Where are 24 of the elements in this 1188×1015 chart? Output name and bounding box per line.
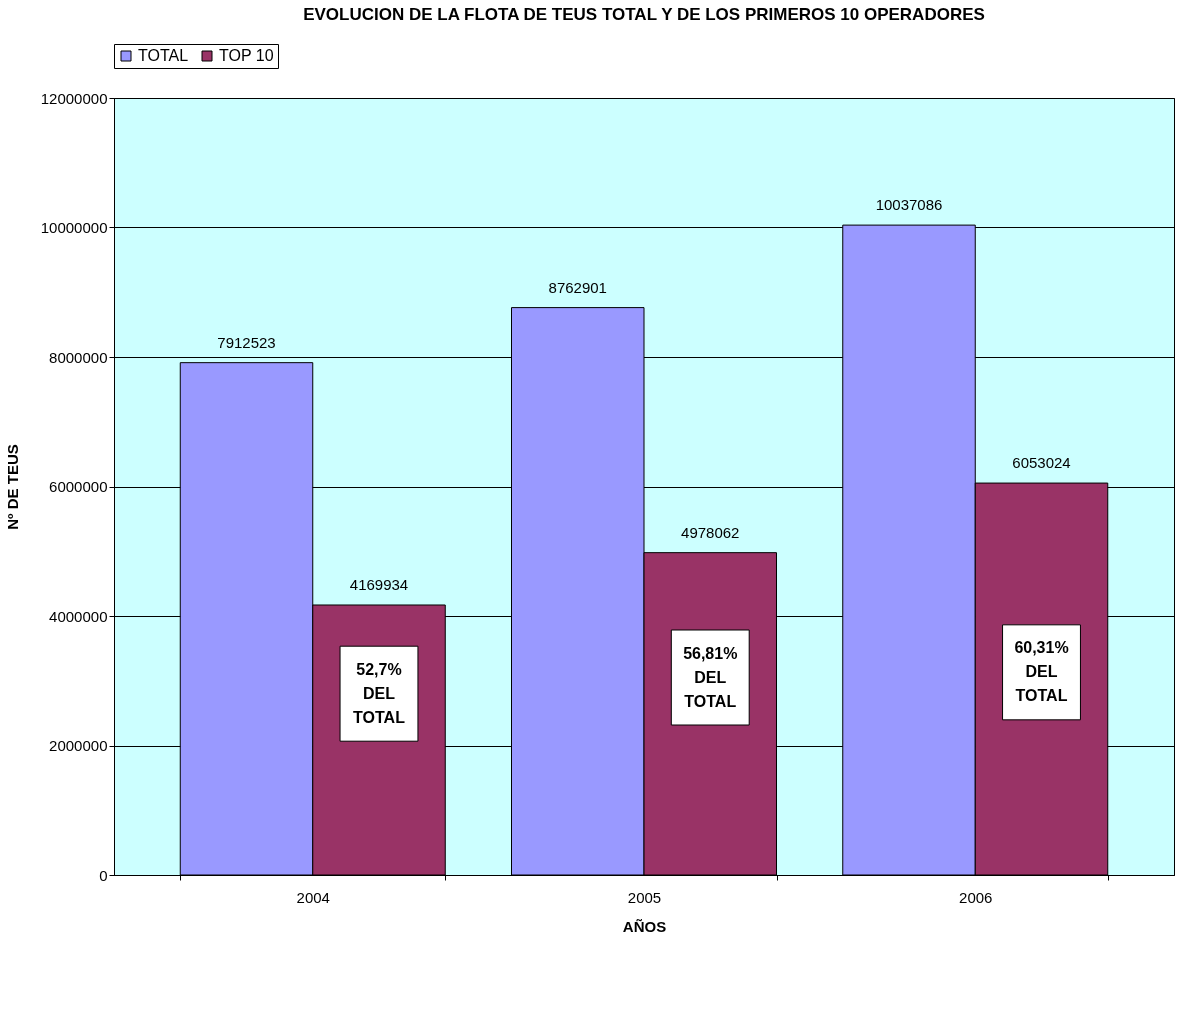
legend-label: TOTAL (138, 47, 189, 64)
data-label: 10037086 (875, 196, 943, 214)
x-tick-label: 2006 (959, 888, 993, 906)
data-label: 4169934 (349, 576, 409, 593)
data-label: 8762901 (548, 278, 607, 296)
x-tick-label: 2004 (296, 888, 330, 906)
annotation: 52,7% DEL TOTAL (353, 660, 406, 726)
x-axis-title: AÑOS (622, 917, 667, 935)
y-tick-label: 4000000 (49, 607, 108, 625)
y-tick-label: 0 (99, 866, 108, 884)
y-tick-label: 2000000 (49, 737, 108, 754)
y-tick-label: 12000000 (40, 89, 108, 107)
data-label: 7912523 (217, 333, 276, 351)
annotation: 56,81% DEL TOTAL (683, 644, 738, 710)
legend-label: TOP 10 (219, 47, 274, 64)
y-tick-label: 8000000 (49, 348, 108, 366)
y-tick-label: 10000000 (40, 219, 108, 236)
data-label: 4978062 (681, 523, 740, 541)
x-tick-label: 2005 (627, 888, 662, 906)
data-label: 6053024 (1012, 454, 1071, 472)
y-axis-title: Nº DE TEUS (3, 444, 21, 530)
annotation: 60,31% DEL TOTAL (1014, 639, 1069, 705)
y-tick-label: 6000000 (49, 478, 108, 495)
chart-title: EVOLUCION DE LA FLOTA DE TEUS TOTAL Y DE LOS PRIMEROS 10 OPERADORES (303, 4, 985, 24)
